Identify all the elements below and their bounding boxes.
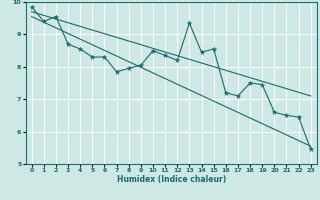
- X-axis label: Humidex (Indice chaleur): Humidex (Indice chaleur): [116, 175, 226, 184]
